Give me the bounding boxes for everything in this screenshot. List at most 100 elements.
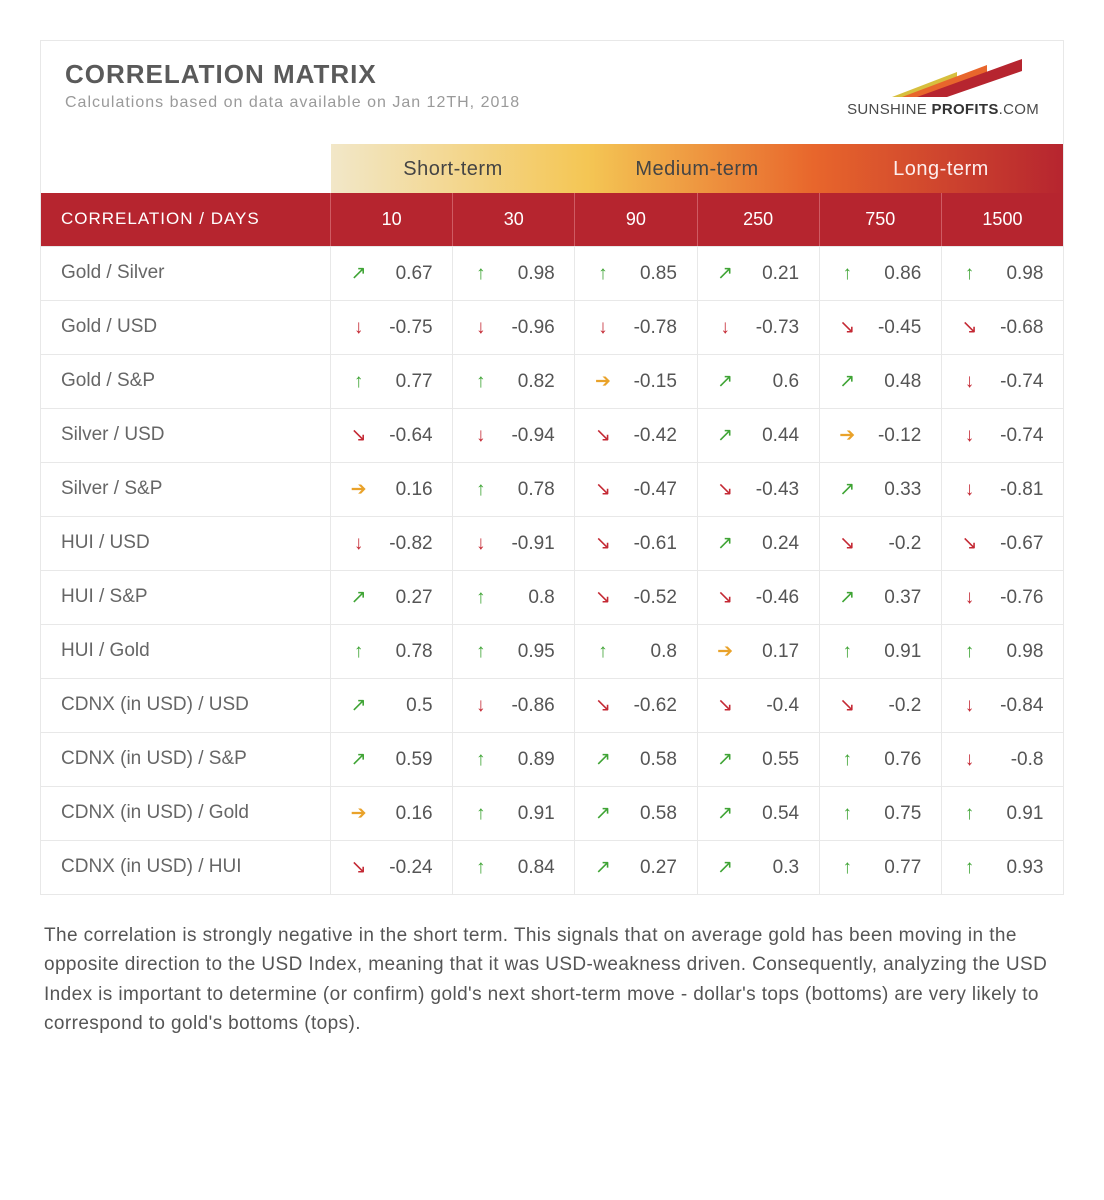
pair-label: Silver / USD <box>41 409 331 462</box>
corr-cell: ↑ 0.77 <box>331 355 453 408</box>
up-arrow-icon: ↑ <box>473 587 489 609</box>
pair-label: Gold / Silver <box>41 247 331 300</box>
table-row: CDNX (in USD) / Gold➔0.16↑0.91↗0.58↗0.54… <box>41 786 1063 840</box>
corr-value: -0.84 <box>991 695 1043 717</box>
day-col-90: 90 <box>575 193 697 246</box>
corr-value: 0.98 <box>991 641 1043 663</box>
corr-value: -0.61 <box>625 533 677 555</box>
corr-cell: ↑0.91 <box>453 787 575 840</box>
corr-value: 0.91 <box>503 803 555 825</box>
corr-cell: ↗0.59 <box>331 733 453 786</box>
corr-value: 0.95 <box>503 641 555 663</box>
down-arrow-icon: ↓ <box>473 425 489 447</box>
pair-label: CDNX (in USD) / USD <box>41 679 331 732</box>
row-cells: ↗0.59↑0.89↗0.58↗0.55↑0.76↓-0.8 <box>331 733 1063 786</box>
flat-arrow-icon: ➔ <box>839 424 855 447</box>
upd-arrow-icon: ↗ <box>839 478 855 501</box>
up-arrow-icon: ↑ <box>839 641 855 663</box>
corr-cell: ↗0.54 <box>698 787 820 840</box>
brand-name-b: PROFITS <box>932 101 999 118</box>
corr-cell: ↓-0.74 <box>942 409 1063 462</box>
corr-value: 0.77 <box>381 371 433 393</box>
down-arrow-icon: ↓ <box>473 317 489 339</box>
upd-arrow-icon: ↗ <box>717 262 733 285</box>
days-columns: 1030902507501500 <box>331 193 1063 246</box>
down-arrow-icon: ↓ <box>961 695 977 717</box>
up-arrow-icon: ↑ <box>473 641 489 663</box>
up-arrow-icon: ↑ <box>961 803 977 825</box>
flat-arrow-icon: ➔ <box>351 478 367 501</box>
downd-arrow-icon: ↘ <box>717 478 733 501</box>
table-row: Gold / USD↓-0.75↓-0.96↓-0.78↓-0.73↘-0.45… <box>41 300 1063 354</box>
corr-cell: ↗0.27 <box>575 841 697 894</box>
corr-cell: ↑0.86 <box>820 247 942 300</box>
brand-name: SUNSHINE PROFITS.COM <box>847 101 1039 118</box>
pair-label: CDNX (in USD) / HUI <box>41 841 331 894</box>
corr-cell: ↗0.5 <box>331 679 453 732</box>
downd-arrow-icon: ↘ <box>961 316 977 339</box>
table-row: Gold / S&P↑0.77↑0.82➔-0.15↗0.6↗0.48↓-0.7… <box>41 354 1063 408</box>
corr-value: 0.27 <box>625 857 677 879</box>
corr-value: -0.78 <box>625 317 677 339</box>
flat-arrow-icon: ➔ <box>351 802 367 825</box>
pair-label: CDNX (in USD) / Gold <box>41 787 331 840</box>
corr-value: -0.67 <box>991 533 1043 555</box>
corr-cell: ↗0.55 <box>698 733 820 786</box>
row-cells: ↓-0.75↓-0.96↓-0.78↓-0.73↘-0.45↘-0.68 <box>331 301 1063 354</box>
corr-value: 0.67 <box>381 263 433 285</box>
corr-value: 0.54 <box>747 803 799 825</box>
corr-cell: ↘-0.46 <box>698 571 820 624</box>
corr-value: -0.86 <box>503 695 555 717</box>
corr-cell: ↓-0.81 <box>942 463 1063 516</box>
row-cells: ↘-0.64↓-0.94↘-0.42↗0.44➔-0.12↓-0.74 <box>331 409 1063 462</box>
upd-arrow-icon: ↗ <box>351 748 367 771</box>
up-arrow-icon: ↑ <box>961 263 977 285</box>
up-arrow-icon: ↑ <box>595 641 611 663</box>
pair-label: Gold / USD <box>41 301 331 354</box>
corr-value: -0.15 <box>625 371 677 393</box>
upd-arrow-icon: ↗ <box>595 802 611 825</box>
corr-value: -0.75 <box>381 317 433 339</box>
corr-cell: ↑0.78 <box>453 463 575 516</box>
corr-value: -0.73 <box>747 317 799 339</box>
corr-cell: ↗0.58 <box>575 733 697 786</box>
corr-value: 0.37 <box>869 587 921 609</box>
corr-cell: ↗0.44 <box>698 409 820 462</box>
downd-arrow-icon: ↘ <box>351 856 367 879</box>
corr-cell: ↑0.85 <box>575 247 697 300</box>
day-col-750: 750 <box>820 193 942 246</box>
row-cells: ↑0.77↑0.82➔-0.15↗0.6↗0.48↓-0.74 <box>331 355 1063 408</box>
term-medium: Medium-term <box>575 144 819 193</box>
upd-arrow-icon: ↗ <box>839 586 855 609</box>
corr-value: -0.62 <box>625 695 677 717</box>
corr-cell: ↑ 0.84 <box>453 841 575 894</box>
term-short: Short-term <box>331 144 575 193</box>
corr-value: 0.78 <box>503 479 555 501</box>
corr-cell: ➔0.17 <box>698 625 820 678</box>
corr-value: 0.48 <box>869 371 921 393</box>
corr-cell: ➔0.16 <box>331 463 453 516</box>
up-arrow-icon: ↑ <box>351 371 367 393</box>
down-arrow-icon: ↓ <box>717 317 733 339</box>
row-cells: ↗0.27↑0.8↘-0.52↘-0.46↗0.37↓-0.76 <box>331 571 1063 624</box>
corr-cell: ↘-0.61 <box>575 517 697 570</box>
corr-cell: ↗0.24 <box>698 517 820 570</box>
corr-cell: ↑0.98 <box>453 247 575 300</box>
corr-cell: ↘-0.2 <box>820 679 942 732</box>
corr-value: -0.81 <box>991 479 1043 501</box>
corr-value: -0.12 <box>869 425 921 447</box>
corr-value: -0.68 <box>991 317 1043 339</box>
corr-cell: ↘-0.62 <box>575 679 697 732</box>
corr-cell: ↑0.8 <box>575 625 697 678</box>
down-arrow-icon: ↓ <box>473 695 489 717</box>
corr-value: 0.84 <box>503 857 555 879</box>
row-cells: ➔0.16↑0.91↗0.58↗0.54↑0.75↑0.91 <box>331 787 1063 840</box>
corr-cell: ↘-0.4 <box>698 679 820 732</box>
corr-cell: ↓-0.96 <box>453 301 575 354</box>
up-arrow-icon: ↑ <box>473 857 489 879</box>
downd-arrow-icon: ↘ <box>595 586 611 609</box>
corr-value: 0.24 <box>747 533 799 555</box>
down-arrow-icon: ↓ <box>351 317 367 339</box>
upd-arrow-icon: ↗ <box>717 856 733 879</box>
corr-cell: ↗0.27 <box>331 571 453 624</box>
